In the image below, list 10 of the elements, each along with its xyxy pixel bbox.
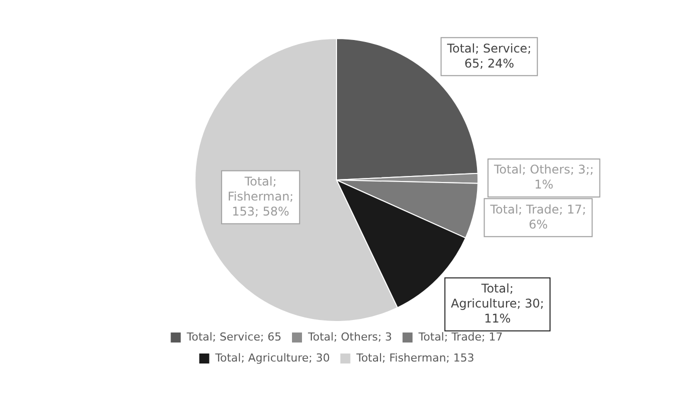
legend-label: Total; Trade; 17 [418,330,503,344]
data-label: Total; Trade; 17; 6% [489,202,586,232]
data-label: Total; Service; 65; 24% [446,41,532,70]
data-label: Total; Others; 3;; 1% [492,162,594,192]
data-label: Total; Agriculture; 30; 11% [450,282,544,326]
legend-label: Total; Fisherman; 153 [355,351,474,364]
legend-label: Total; Service; 65 [186,330,282,344]
legend-label: Total; Agriculture; 30 [214,351,330,364]
data-label: Total; Fisherman; 153; 58% [228,174,294,218]
legend-label: Total; Others; 3 [306,330,392,344]
